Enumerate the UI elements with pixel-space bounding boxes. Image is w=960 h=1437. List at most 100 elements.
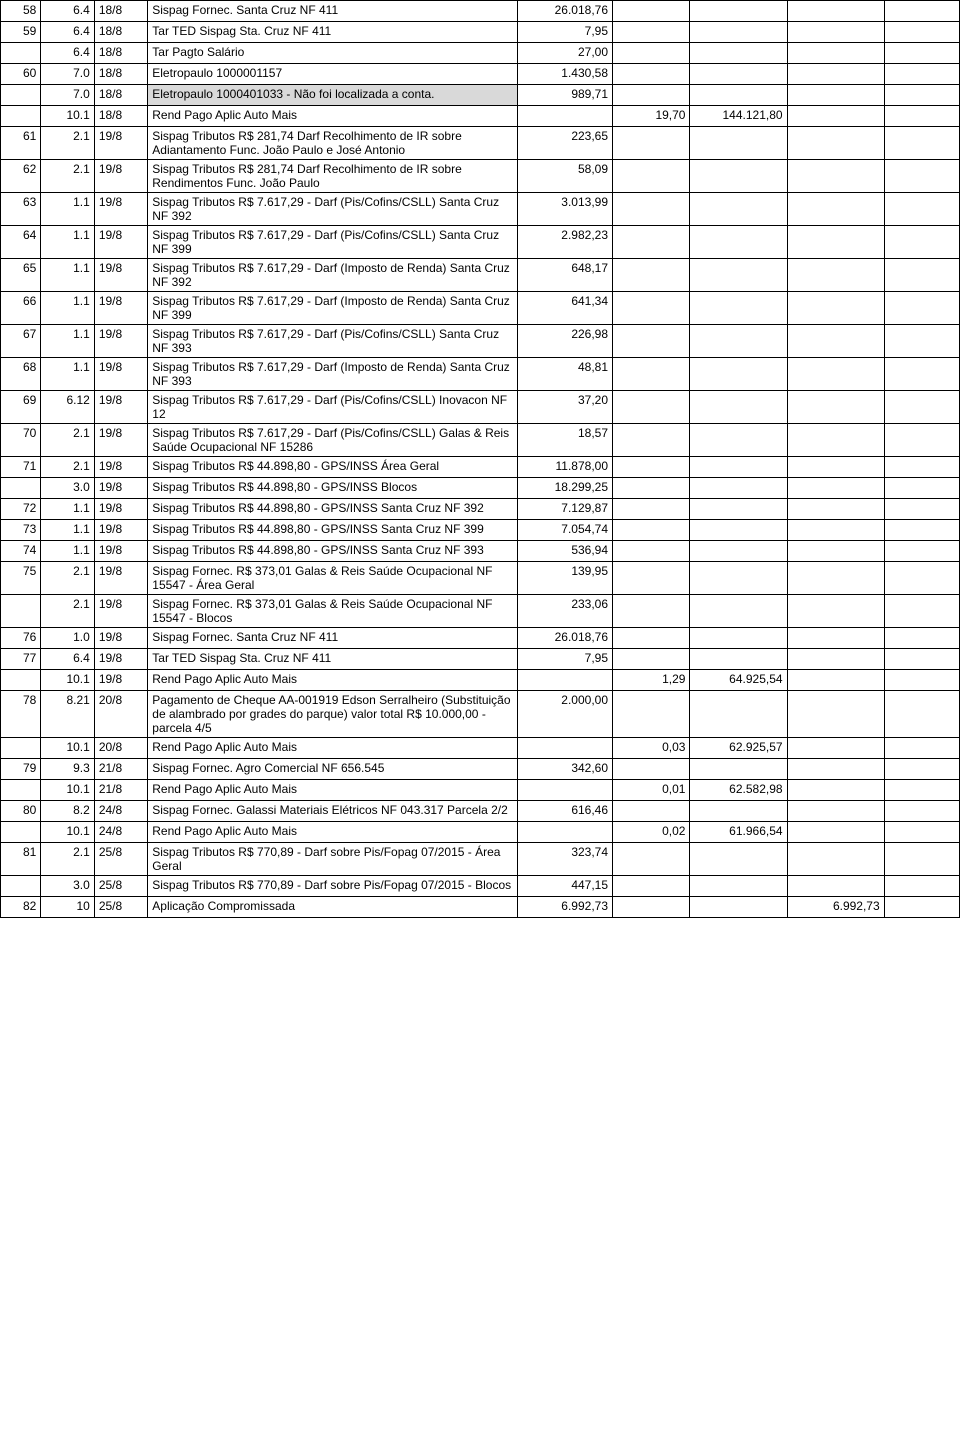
cell-e: 447,15 — [518, 876, 613, 897]
cell-f — [613, 193, 690, 226]
cell-e: 27,00 — [518, 43, 613, 64]
table-row: 10.120/8Rend Pago Aplic Auto Mais0,0362.… — [1, 738, 960, 759]
cell-c: 19/8 — [94, 478, 147, 499]
cell-c: 19/8 — [94, 628, 147, 649]
cell-h — [787, 520, 884, 541]
table-row: 661.119/8Sispag Tributos R$ 7.617,29 - D… — [1, 292, 960, 325]
cell-b: 1.0 — [41, 628, 94, 649]
cell-e: 536,94 — [518, 541, 613, 562]
cell-e: 641,34 — [518, 292, 613, 325]
cell-f — [613, 801, 690, 822]
cell-c: 21/8 — [94, 759, 147, 780]
cell-g — [690, 499, 787, 520]
cell-e: 648,17 — [518, 259, 613, 292]
cell-c: 18/8 — [94, 1, 147, 22]
cell-e: 989,71 — [518, 85, 613, 106]
cell-i — [884, 478, 959, 499]
cell-c: 19/8 — [94, 226, 147, 259]
cell-g — [690, 160, 787, 193]
cell-i — [884, 897, 959, 918]
cell-i — [884, 843, 959, 876]
cell-a: 73 — [1, 520, 41, 541]
cell-a: 75 — [1, 562, 41, 595]
cell-h — [787, 325, 884, 358]
cell-c: 18/8 — [94, 43, 147, 64]
cell-f — [613, 325, 690, 358]
cell-d: Sispag Tributos R$ 44.898,80 - GPS/INSS … — [148, 520, 518, 541]
cell-i — [884, 541, 959, 562]
cell-a: 61 — [1, 127, 41, 160]
cell-c: 19/8 — [94, 541, 147, 562]
cell-e — [518, 780, 613, 801]
cell-g — [690, 691, 787, 738]
cell-c: 19/8 — [94, 325, 147, 358]
cell-e: 3.013,99 — [518, 193, 613, 226]
cell-d: Rend Pago Aplic Auto Mais — [148, 822, 518, 843]
cell-e: 37,20 — [518, 391, 613, 424]
cell-f — [613, 457, 690, 478]
cell-g — [690, 127, 787, 160]
table-row: 612.119/8Sispag Tributos R$ 281,74 Darf … — [1, 127, 960, 160]
cell-i — [884, 670, 959, 691]
cell-i — [884, 226, 959, 259]
cell-a — [1, 85, 41, 106]
cell-d: Tar TED Sispag Sta. Cruz NF 411 — [148, 649, 518, 670]
cell-f — [613, 691, 690, 738]
cell-d: Sispag Tributos R$ 44.898,80 - GPS/INSS … — [148, 478, 518, 499]
cell-g — [690, 64, 787, 85]
cell-c: 21/8 — [94, 780, 147, 801]
cell-h — [787, 562, 884, 595]
cell-i — [884, 325, 959, 358]
cell-d: Sispag Tributos R$ 7.617,29 - Darf (Pis/… — [148, 226, 518, 259]
cell-h — [787, 292, 884, 325]
cell-g — [690, 562, 787, 595]
cell-a: 58 — [1, 1, 41, 22]
cell-e: 26.018,76 — [518, 628, 613, 649]
cell-b: 10 — [41, 897, 94, 918]
cell-c: 24/8 — [94, 822, 147, 843]
cell-d: Sispag Tributos R$ 7.617,29 - Darf (Impo… — [148, 259, 518, 292]
cell-h — [787, 226, 884, 259]
table-row: 808.224/8Sispag Fornec. Galassi Materiai… — [1, 801, 960, 822]
cell-i — [884, 628, 959, 649]
cell-b: 2.1 — [41, 127, 94, 160]
cell-f: 1,29 — [613, 670, 690, 691]
cell-h — [787, 106, 884, 127]
cell-d: Sispag Fornec. R$ 373,01 Galas & Reis Sa… — [148, 562, 518, 595]
cell-i — [884, 649, 959, 670]
cell-i — [884, 876, 959, 897]
cell-i — [884, 106, 959, 127]
cell-h — [787, 801, 884, 822]
cell-i — [884, 391, 959, 424]
cell-h — [787, 193, 884, 226]
cell-d: Sispag Tributos R$ 7.617,29 - Darf (Pis/… — [148, 325, 518, 358]
cell-e — [518, 738, 613, 759]
cell-e: 26.018,76 — [518, 1, 613, 22]
cell-b: 2.1 — [41, 843, 94, 876]
cell-h — [787, 127, 884, 160]
table-row: 651.119/8Sispag Tributos R$ 7.617,29 - D… — [1, 259, 960, 292]
cell-e: 139,95 — [518, 562, 613, 595]
cell-a: 68 — [1, 358, 41, 391]
table-row: 10.118/8Rend Pago Aplic Auto Mais19,7014… — [1, 106, 960, 127]
cell-d: Sispag Fornec. R$ 373,01 Galas & Reis Sa… — [148, 595, 518, 628]
cell-a — [1, 478, 41, 499]
cell-h: 6.992,73 — [787, 897, 884, 918]
cell-d: Sispag Fornec. Agro Comercial NF 656.545 — [148, 759, 518, 780]
cell-d: Sispag Tributos R$ 281,74 Darf Recolhime… — [148, 127, 518, 160]
table-row: 2.119/8Sispag Fornec. R$ 373,01 Galas & … — [1, 595, 960, 628]
cell-e: 7.054,74 — [518, 520, 613, 541]
cell-h — [787, 670, 884, 691]
table-row: 3.025/8Sispag Tributos R$ 770,89 - Darf … — [1, 876, 960, 897]
cell-h — [787, 478, 884, 499]
cell-a: 77 — [1, 649, 41, 670]
cell-i — [884, 780, 959, 801]
cell-g — [690, 292, 787, 325]
cell-f — [613, 43, 690, 64]
cell-g — [690, 628, 787, 649]
cell-f — [613, 292, 690, 325]
cell-a — [1, 738, 41, 759]
cell-d: Sispag Fornec. Galassi Materiais Elétric… — [148, 801, 518, 822]
cell-f — [613, 1, 690, 22]
cell-d: Sispag Tributos R$ 770,89 - Darf sobre P… — [148, 876, 518, 897]
